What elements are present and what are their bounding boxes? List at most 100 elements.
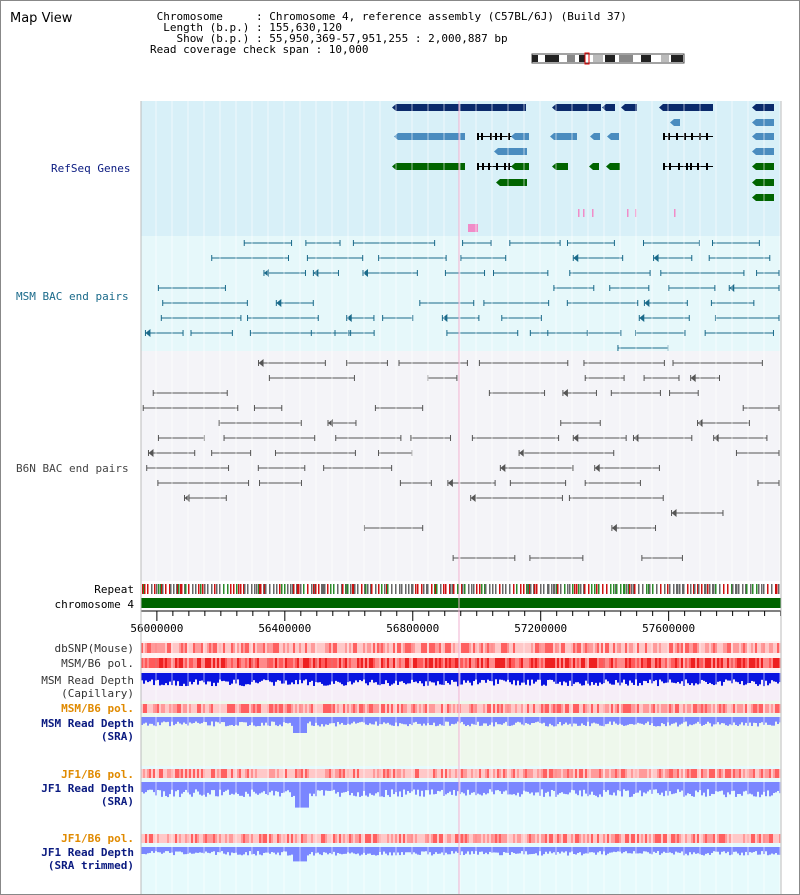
jf1-pol2-cell — [429, 834, 431, 843]
msm-sra-depth-bar — [231, 717, 233, 725]
jf1-pol2-cell — [289, 834, 291, 843]
msm-pol2-cell — [377, 704, 379, 713]
jf1-pol2-cell — [371, 834, 373, 843]
dbsnp-cell — [697, 643, 699, 653]
dbsnp-cell — [409, 643, 411, 653]
gene-exon — [690, 163, 692, 170]
msm-pol-cell — [243, 658, 245, 668]
msm-capillary-depth-bar — [661, 673, 663, 682]
jf1-sra-depth-bar — [313, 782, 315, 794]
jf1-sra-depth-bar — [297, 782, 299, 808]
msm-capillary-depth-bar — [567, 673, 569, 686]
jf1-pol2-cell — [165, 834, 167, 843]
dbsnp-cell — [569, 643, 571, 653]
jf1-sra-depth-bar — [165, 782, 167, 797]
jf1-trim-depth-bar — [691, 847, 693, 855]
jf1-sra-depth-bar — [713, 782, 715, 795]
msm-pol-cell — [213, 658, 215, 668]
b6n-bac-pair-arrow — [500, 464, 506, 472]
jf1-pol-cell — [307, 769, 309, 778]
msm-capillary-depth-bar — [477, 673, 479, 685]
dbsnp-cell — [281, 643, 283, 653]
jf1-trim-depth-bar — [605, 847, 607, 856]
jf1-trim-depth-bar — [621, 847, 623, 854]
msm-capillary-depth-bar — [771, 673, 773, 681]
jf1-sra-depth-bar — [661, 782, 663, 793]
msm-capillary-depth-bar — [627, 673, 629, 686]
msm-sra-depth-bar — [199, 717, 201, 724]
msm-capillary-depth-bar — [407, 673, 409, 684]
msm-pol-cell — [393, 658, 395, 668]
dbsnp-cell — [403, 643, 405, 653]
msm-pol2-cell — [269, 704, 271, 713]
repeat-element — [357, 584, 359, 594]
jf1-trim-depth-bar — [499, 847, 501, 856]
msm-pol2-cell — [711, 704, 713, 713]
jf1-pol2-cell — [433, 834, 435, 843]
msm-sra-depth-bar — [559, 717, 561, 722]
repeat-element — [468, 584, 470, 594]
jf1-pol2-cell — [533, 834, 535, 843]
dbsnp-cell — [369, 643, 371, 653]
jf1-sra-depth-bar — [307, 782, 309, 808]
msm-pol-cell — [725, 658, 727, 668]
msm-pol-cell — [381, 658, 383, 668]
jf1-trim-depth-bar — [641, 847, 643, 854]
msm-pol2-cell — [179, 704, 181, 713]
msm-capillary-depth-bar — [333, 673, 335, 684]
msm-pol-cell — [273, 658, 275, 668]
jf1-trim-depth-bar — [775, 847, 777, 854]
repeat-element — [610, 584, 612, 594]
dbsnp-cell — [391, 643, 393, 653]
jf1-sra-depth-bar — [337, 782, 339, 793]
msm-pol2-cell — [291, 704, 293, 713]
msm-sra-depth-bar — [295, 717, 297, 733]
jf1-trim-depth-bar — [771, 847, 773, 854]
msm-pol2-cell — [703, 704, 705, 713]
dbsnp-cell — [397, 643, 399, 653]
msm-pol2-cell — [215, 704, 217, 713]
jf1-pol-cell — [343, 769, 345, 778]
jf1-pol-cell — [373, 769, 375, 778]
repeat-element — [211, 584, 213, 594]
repeat-element — [677, 584, 679, 594]
msm-pol-cell — [559, 658, 561, 668]
jf1-pol2-cell — [701, 834, 703, 843]
jf1-pol2-cell — [335, 834, 337, 843]
msm-capillary-depth-bar — [237, 673, 239, 680]
repeat-element — [449, 584, 451, 594]
msm-pol-cell — [465, 658, 467, 668]
jf1-sra-depth-bar — [147, 782, 149, 791]
msm-capillary-depth-bar — [423, 673, 425, 687]
jf1-pol2-cell — [467, 834, 469, 843]
msm-pol-cell — [295, 658, 297, 668]
msm-sra-depth-bar — [207, 717, 209, 726]
jf1-pol2-cell — [705, 834, 707, 843]
msm-sra-depth-bar — [483, 717, 485, 724]
gene-green — [756, 179, 774, 186]
jf1-trim-depth-bar — [647, 847, 649, 853]
jf1-sra-depth-bar — [413, 782, 415, 790]
jf1-pol-cell — [215, 769, 217, 778]
msm-capillary-depth-bar — [159, 673, 161, 686]
axis-tick-label: 57600000 — [642, 622, 695, 635]
repeat-element — [719, 584, 721, 594]
jf1-pol-cell — [533, 769, 535, 778]
repeat-element — [365, 584, 367, 594]
msm-sra-depth-bar — [153, 717, 155, 726]
msm-pol-cell — [579, 658, 581, 668]
jf1-sra-depth-bar — [145, 782, 147, 793]
msm-pol2-cell — [257, 704, 259, 713]
jf1-trim-depth-bar — [655, 847, 657, 853]
msm-pol-cell — [755, 658, 757, 668]
msm-capillary-depth-bar — [389, 673, 391, 686]
ideogram-band — [532, 55, 538, 62]
msm-capillary-depth-bar — [335, 673, 337, 681]
jf1-pol-cell — [773, 769, 775, 778]
repeat-element — [322, 584, 324, 594]
dbsnp-cell — [597, 643, 599, 653]
jf1-pol-cell — [717, 769, 719, 778]
msm-sra-depth-bar — [181, 717, 183, 725]
